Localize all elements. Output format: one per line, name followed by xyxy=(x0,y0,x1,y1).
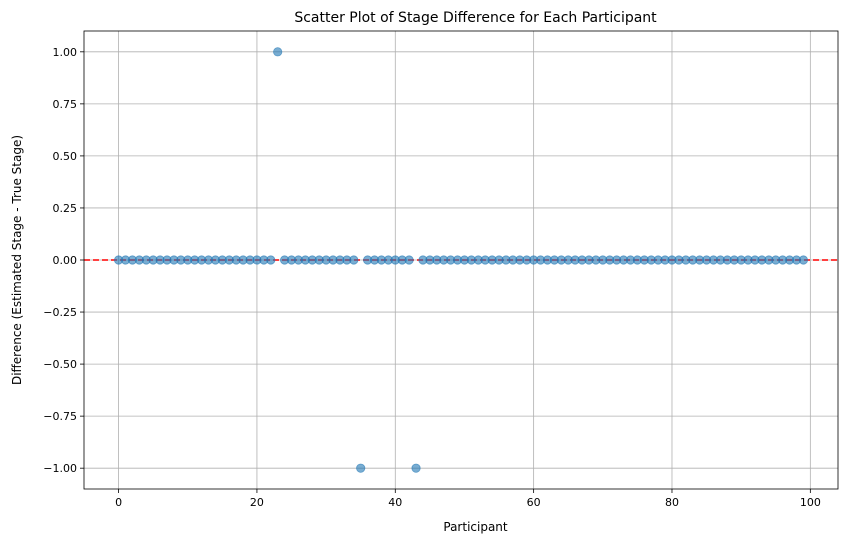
data-point xyxy=(411,463,421,473)
x-tick-label: 0 xyxy=(115,496,122,509)
data-point xyxy=(356,463,366,473)
y-tick-label: −0.25 xyxy=(43,306,77,319)
data-point xyxy=(273,47,283,57)
y-axis-label: Difference (Estimated Stage - True Stage… xyxy=(10,135,24,385)
points-layer xyxy=(113,47,809,473)
data-point xyxy=(404,255,414,265)
x-tick-label: 40 xyxy=(388,496,402,509)
data-point xyxy=(266,255,276,265)
chart-title: Scatter Plot of Stage Difference for Eac… xyxy=(294,10,657,26)
x-tick-label: 20 xyxy=(250,496,264,509)
y-tick-label: −1.00 xyxy=(43,462,77,475)
data-point xyxy=(349,255,359,265)
y-tick-label: 0.50 xyxy=(53,150,78,163)
y-tick-label: 0.00 xyxy=(53,254,78,267)
x-tick-label: 80 xyxy=(665,496,679,509)
x-axis-label: Participant xyxy=(443,520,508,534)
data-point xyxy=(798,255,809,265)
y-tick-label: 0.75 xyxy=(53,98,78,111)
x-tick-label: 100 xyxy=(800,496,821,509)
ticks-layer: 0 20 40 60 80 100 1.00 0.75 0.50 0.25 0.00 −0.25 −0.… xyxy=(43,46,821,509)
x-tick-label: 60 xyxy=(527,496,541,509)
y-tick-label: −0.75 xyxy=(43,410,77,423)
y-tick-label: −0.50 xyxy=(43,358,77,371)
y-tick-label: 0.25 xyxy=(53,202,78,215)
y-tick-label: 1.00 xyxy=(53,46,78,59)
